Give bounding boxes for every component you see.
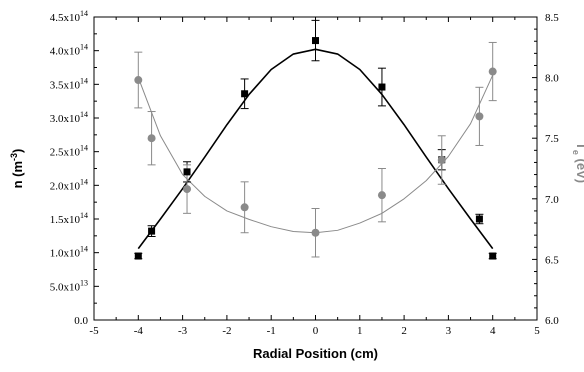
x-tick-label: -3 [178,325,188,337]
density-point [312,37,319,45]
error-bars-group [134,19,497,260]
temperature-point [488,67,497,76]
x-tick-label: -4 [134,325,144,337]
axes-group [93,16,538,321]
y2-tick-label: 8.0 [545,73,559,85]
x-axis-title: Radial Position (cm) [253,346,378,361]
y-tick-label: 4.5x1014 [50,9,88,24]
temperature-point [475,112,484,121]
y2-axis-title: Te (eV) [571,142,584,183]
y2-tick-label: 7.0 [545,194,559,206]
y2-tick-label: 7.5 [545,133,559,145]
y-tick-label: 1.0x1014 [50,245,88,260]
temperature-point [134,76,143,85]
y-tick-label: 3.5x1014 [50,76,88,91]
labels-group: -5 -4 -3 -2 -1 0 1 2 3 4 5 0.0 5.0x1013 1.0x1014 1.5x1… [9,9,584,361]
density-point [378,83,386,91]
x-tick-label: -5 [89,325,99,337]
density-point [241,90,249,98]
y2-tick-label: 6.0 [545,315,559,327]
density-point [134,252,142,260]
temperature-point [147,134,156,143]
plot-frame [93,16,538,321]
temperature-point [311,228,320,237]
temperature-point [377,191,386,200]
x-tick-label: -2 [222,325,231,337]
y-tick-label: 1.5x1014 [50,211,88,226]
y-tick-label: 4.0x1014 [50,43,88,58]
x-tick-label: 0 [313,325,319,337]
y-tick-label: 0.0 [74,315,88,327]
y-tick-label: 5.0x1013 [50,278,88,293]
temperature-point [240,203,249,212]
data-points-group [134,37,497,260]
x-tick-label: 1 [357,325,363,337]
x-tick-label: 2 [401,325,407,337]
y-axis-title: n (m-3) [9,149,25,189]
y2-tick-label: 6.5 [545,254,559,266]
x-tick-label: 4 [490,325,496,337]
temperature-point [437,156,446,165]
temperature-point [183,185,192,194]
y2-tick-label: 8.5 [545,12,559,24]
density-point [183,168,191,176]
x-tick-label: 3 [446,325,452,337]
x-tick-label: -1 [267,325,276,337]
y-tick-label: 3.0x1014 [50,110,88,125]
y-tick-label: 2.5x1014 [50,144,88,159]
density-point [148,227,156,235]
y-tick-label: 2.0x1014 [50,177,88,192]
x-tick-label: 5 [534,325,540,337]
density-point [489,252,497,260]
density-point [475,215,483,223]
